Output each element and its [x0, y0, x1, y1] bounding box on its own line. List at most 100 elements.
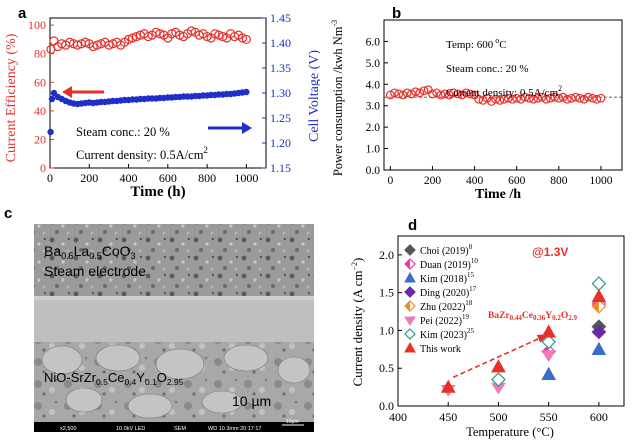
- power-point: [562, 94, 572, 104]
- power-point: [428, 89, 437, 99]
- power-point: [558, 92, 568, 102]
- y-right-tick-label-1: 1.20: [270, 136, 291, 150]
- power-point: [508, 94, 517, 104]
- y-tick-label-b-3: 3.0: [366, 101, 381, 113]
- y-tick-label-b-0: 0.0: [366, 165, 381, 177]
- legend-ref-1: 10: [471, 257, 479, 265]
- legend-ref-3: 17: [469, 285, 477, 293]
- support-composition-label: NiO-SrZr0.5Ce0.4Y0.1O2.95: [44, 370, 184, 387]
- power-point: [512, 93, 522, 103]
- legend-ref-6: 25: [467, 327, 475, 335]
- composition-annotation: BaZr0.44Ce0.36Y0.2O2.9: [488, 311, 577, 322]
- marker-diamond-half-fill: [592, 299, 599, 313]
- efficiency-point: [155, 29, 165, 39]
- marker-diamond-half-fill: [405, 301, 410, 311]
- micrograph-panel: c Ba0.5La0.5CoO3 Steam electrode NiO-SrZ…: [4, 205, 314, 432]
- power-point: [415, 88, 425, 98]
- support-grains: [41, 344, 311, 419]
- x-tick-label-0: 0: [47, 171, 53, 185]
- annotation-steam-b: Steam conc.: 20 %: [446, 63, 528, 75]
- chart-b: b 0.0 1.0 2.0 3.0 4.0 5.0 6.0 0 200 400 600 800 100…: [330, 5, 623, 200]
- power-point: [596, 93, 606, 103]
- legend-ref-2: 15: [467, 271, 475, 279]
- efficiency-point: [241, 34, 251, 45]
- power-point: [579, 94, 589, 104]
- annotation-current-density-b: Current density: 0.5A/cm2: [446, 84, 562, 99]
- efficiency-point: [88, 41, 98, 52]
- power-point: [419, 86, 429, 96]
- voltage-point: [50, 89, 58, 97]
- marker-diamond: [404, 244, 416, 256]
- sem-info-mag: x2,500: [60, 426, 77, 432]
- panel-label-c: c: [4, 205, 12, 222]
- legend-entry-7: This work: [420, 344, 461, 355]
- power-point: [567, 93, 576, 103]
- y-tick-label-d-1: 0.5: [379, 361, 394, 375]
- marker-diamond: [404, 286, 416, 298]
- y-right-tick-label-5: 1.40: [270, 36, 291, 50]
- marker-diamond: [591, 324, 607, 340]
- power-point: [465, 89, 475, 99]
- x-axis-ticks-b: 0 200 400 600 800 1000: [387, 166, 613, 187]
- panel-label-a: a: [18, 5, 27, 22]
- chart-d: d 0.0 0.5 1.0 1.5 2.0 400 450 500 550 600 Choi (…: [350, 217, 625, 439]
- power-point: [571, 92, 581, 102]
- efficiency-point: [214, 30, 224, 40]
- legend-entry-1: Duan (2019)10: [420, 257, 478, 271]
- y-axis-title-d: Current density (A cm−2): [350, 258, 365, 387]
- x-tick-label-b-1: 200: [424, 175, 442, 187]
- electrode-layer-region: [34, 224, 314, 296]
- power-point: [529, 94, 538, 104]
- x-tick-label-b-3: 600: [508, 175, 526, 187]
- power-point: [402, 88, 412, 98]
- trend-arrow: [452, 335, 544, 379]
- y-tick-label-d-3: 1.5: [379, 286, 394, 300]
- marker-triangle: [541, 324, 557, 338]
- legend-entry-6: Kim (2023)25: [420, 327, 474, 341]
- y-axis-ticks-b: 0.0 1.0 2.0 3.0 4.0 5.0 6.0: [366, 36, 388, 177]
- x-tick-label-4: 800: [198, 171, 216, 185]
- marker-diamond-half-fill: [405, 259, 410, 269]
- power-point: [478, 95, 488, 105]
- marker-triangle-down: [404, 316, 416, 326]
- x-tick-label-d-4: 600: [590, 410, 608, 424]
- power-point: [449, 88, 458, 98]
- x-tick-label-b-0: 0: [387, 175, 393, 187]
- power-point: [541, 94, 551, 104]
- right-arrow-marker: [208, 122, 252, 134]
- power-point: [461, 88, 471, 98]
- electrode-composition-label: Ba0.5La0.5CoO3: [44, 243, 136, 261]
- plot-frame-d: [397, 235, 625, 407]
- efficiency-point: [104, 40, 114, 50]
- power-point: [398, 90, 408, 100]
- x-tick-label-d-1: 450: [439, 410, 457, 424]
- x-tick-label-d-0: 400: [389, 410, 407, 424]
- power-point: [474, 94, 484, 104]
- efficiency-point: [123, 34, 134, 45]
- left-arrow-marker: [62, 86, 104, 98]
- x-tick-label-b-4: 800: [550, 175, 568, 187]
- power-point: [491, 94, 501, 104]
- power-point: [554, 93, 564, 103]
- efficiency-point: [127, 33, 138, 43]
- power-point: [575, 93, 585, 103]
- y-tick-label-b-2: 2.0: [366, 122, 381, 134]
- y-left-tick-label-1: 20: [34, 132, 46, 146]
- power-point: [550, 92, 560, 102]
- marker-triangle: [591, 288, 607, 303]
- legend-ref-5: 19: [462, 313, 470, 321]
- power-point: [406, 89, 416, 99]
- marker-triangle-down: [541, 350, 557, 363]
- steam-electrode-label: Steam electrode: [44, 263, 146, 279]
- legend-entry-2: Kim (2018)15: [420, 271, 474, 285]
- efficiency-point: [131, 31, 141, 42]
- power-point: [588, 93, 597, 103]
- efficiency-point: [143, 31, 153, 42]
- voltage-point: [48, 95, 56, 103]
- y-left-tick-label-5: 100: [28, 18, 46, 32]
- left-axis-ticks: 0 20 40 60 80 100: [28, 18, 54, 175]
- y-right-tick-label-6: 1.45: [270, 11, 291, 25]
- power-point: [495, 95, 505, 105]
